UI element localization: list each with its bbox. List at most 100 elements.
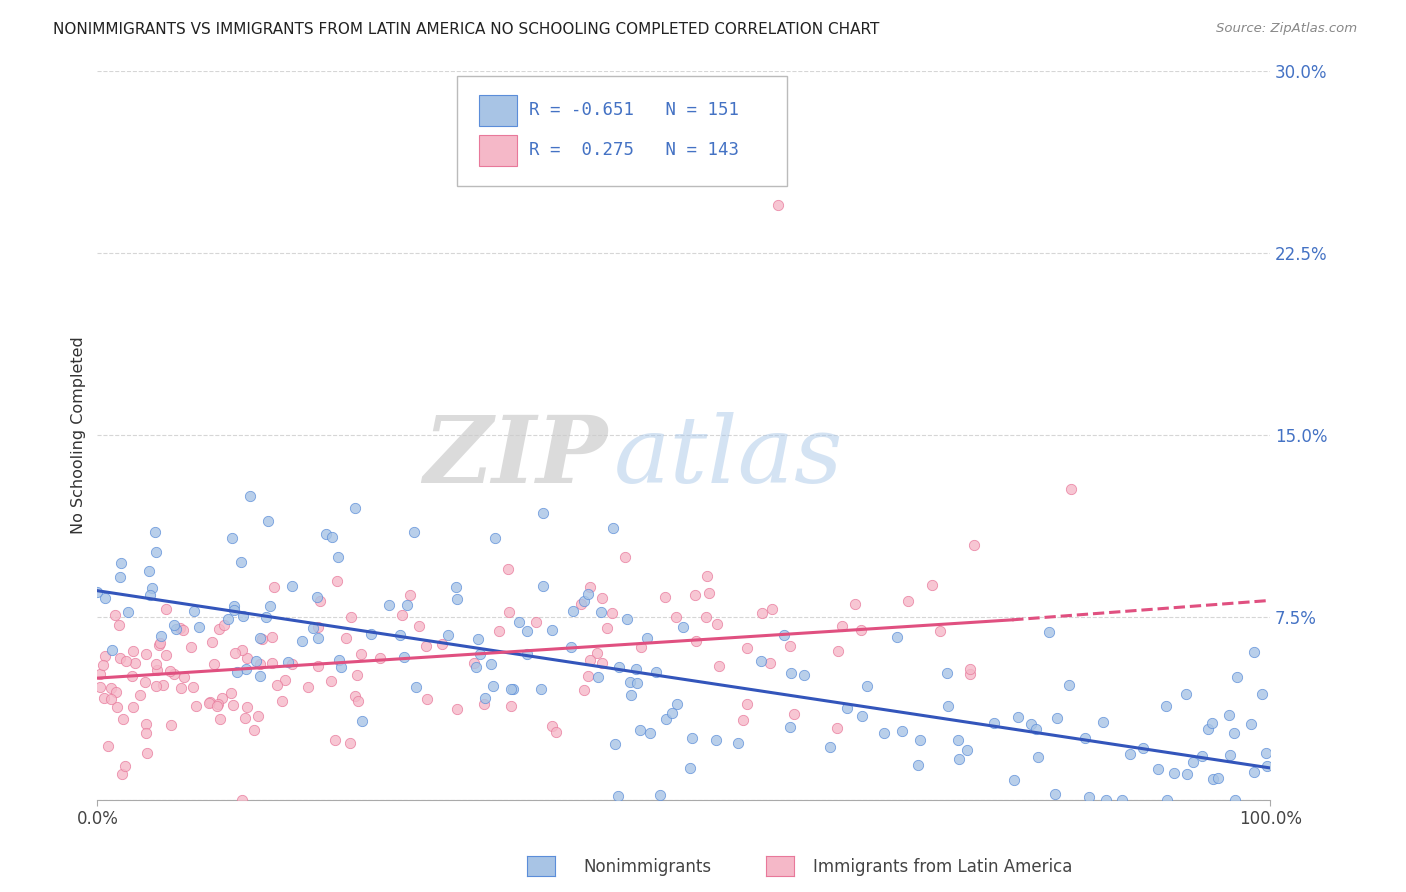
Point [499,681,522,696]
Point [479,657,502,672]
Point [281,579,304,593]
Point [766,197,789,211]
Point [1191,748,1213,763]
Point [307,658,329,673]
Point [263,580,285,594]
Point [628,723,651,737]
Point [446,702,468,716]
FancyBboxPatch shape [478,136,517,166]
Point [211,690,233,705]
Point [307,591,329,605]
Point [696,569,718,583]
Point [484,531,506,545]
Point [530,682,553,697]
Point [139,588,162,602]
Point [630,640,652,655]
Point [779,720,801,734]
Point [231,792,253,806]
Point [531,579,554,593]
Point [1175,767,1198,781]
Point [346,667,368,681]
Point [685,633,707,648]
Point [733,713,755,727]
Point [1226,670,1249,684]
Point [222,698,245,713]
Point [1154,698,1177,713]
Point [626,675,648,690]
Point [516,624,538,638]
Point [706,617,728,632]
Point [124,656,146,670]
Point [1026,749,1049,764]
Point [851,708,873,723]
Point [226,665,249,679]
Point [94,649,117,664]
Point [165,622,187,636]
Point [396,598,419,612]
Point [640,726,662,740]
Point [187,619,209,633]
Point [831,619,853,633]
Point [160,718,183,732]
Point [496,562,519,576]
Point [614,549,637,564]
Point [574,593,596,607]
Point [360,627,382,641]
Point [948,752,970,766]
Point [1219,747,1241,762]
Point [86,585,108,599]
Point [591,657,613,671]
Point [321,673,343,688]
Point [654,590,676,604]
Point [163,617,186,632]
Point [463,656,485,670]
Point [482,679,505,693]
Point [576,669,599,683]
Point [297,680,319,694]
Point [524,615,547,630]
Point [835,701,858,715]
Point [1147,762,1170,776]
Point [135,716,157,731]
Point [1057,678,1080,692]
Point [274,673,297,687]
Point [1043,787,1066,801]
Point [665,610,688,624]
Point [855,679,877,693]
Point [200,695,222,709]
Point [678,761,700,775]
Point [302,621,325,635]
Point [115,654,138,668]
Point [603,737,626,751]
Point [315,527,337,541]
Point [111,712,134,726]
Point [465,660,488,674]
Point [231,643,253,657]
Point [183,604,205,618]
Point [350,714,373,728]
Point [169,621,191,635]
Point [110,557,132,571]
Point [394,650,416,665]
Point [707,659,730,673]
Point [222,603,245,617]
Point [544,725,567,739]
Point [224,646,246,660]
Point [143,525,166,540]
Point [586,646,609,660]
Point [402,525,425,540]
Point [97,739,120,753]
Point [695,609,717,624]
Point [391,608,413,623]
Point [262,630,284,644]
Point [1256,747,1278,761]
Point [1111,792,1133,806]
Point [108,618,131,632]
Point [89,667,111,681]
Point [1007,710,1029,724]
Point [560,640,582,654]
Point [398,588,420,602]
Point [1060,482,1083,496]
Point [963,538,986,552]
Point [128,688,150,702]
